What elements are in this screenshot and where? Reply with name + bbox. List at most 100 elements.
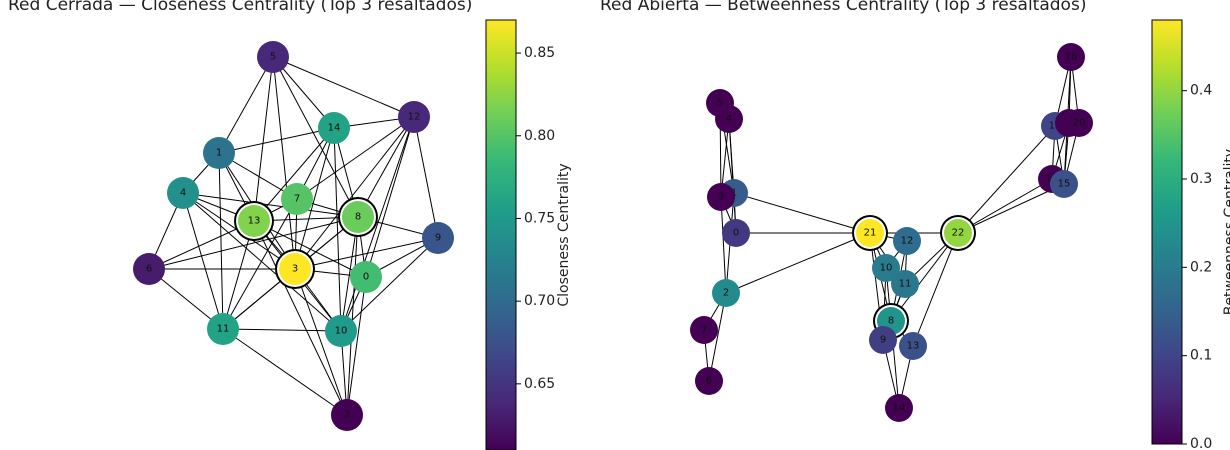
node-9: 9: [422, 222, 454, 254]
node-10-label: 10: [880, 263, 893, 274]
node-10-label: 10: [335, 326, 348, 337]
node-6: 6: [695, 367, 723, 395]
node-20-circle: [1065, 109, 1093, 137]
edge-14-3: [294, 127, 335, 270]
node-3-circle: [707, 183, 735, 211]
edge-5-1: [218, 56, 274, 154]
node-6-label: 6: [706, 376, 712, 387]
edge-1-14: [218, 127, 335, 154]
left-chart-title: Red Cerrada — Closeness Centrality (Top …: [8, 0, 472, 15]
node-21: 21: [852, 215, 888, 251]
node-0: 0: [350, 261, 382, 293]
node-9-circle: [422, 222, 454, 254]
node-4-label: 4: [180, 188, 186, 199]
edge-22-13: [912, 232, 959, 347]
node-14-label: 14: [328, 123, 341, 134]
open-network-chart: 5413027621221210118913141816192017150.00…: [690, 19, 1230, 450]
node-16-label: 16: [1049, 121, 1062, 132]
node-8-circle: [342, 201, 374, 233]
node-7: 7: [281, 183, 313, 215]
edge-0-2: [346, 276, 367, 416]
node-13: 13: [234, 201, 274, 241]
node-4-label: 4: [726, 114, 732, 125]
node-15-label: 15: [1058, 179, 1071, 190]
colorbar-tick-label: 0.70: [524, 293, 555, 309]
node-6-label: 6: [146, 264, 152, 275]
colorbar-tick-label: 0.75: [524, 210, 555, 226]
node-14-circle: [885, 394, 913, 422]
edge-3-2: [294, 268, 348, 416]
edges-group: [703, 56, 1080, 409]
node-2-circle: [331, 399, 363, 431]
edge-2-21: [725, 232, 871, 294]
node-9-label: 9: [435, 233, 441, 244]
node-15-circle: [1050, 170, 1078, 198]
node-3: 3: [275, 249, 315, 289]
edge-9-3: [294, 237, 439, 270]
node-8-label: 8: [888, 316, 894, 327]
node-0-circle: [350, 261, 382, 293]
node-2: 2: [331, 399, 363, 431]
edge-4-11: [182, 192, 224, 330]
edge-5-12: [272, 56, 415, 118]
node-7-circle: [281, 183, 313, 215]
node-11-circle: [207, 313, 239, 345]
node-14-label: 14: [893, 403, 906, 414]
node-2-label: 2: [723, 288, 729, 299]
node-9-circle: [869, 326, 897, 354]
edge-14-13: [253, 127, 335, 222]
edge-7-11: [222, 198, 298, 330]
colorbar: [485, 19, 517, 450]
edge-9-10: [340, 237, 439, 332]
node-4: 4: [167, 177, 199, 209]
node-0: 0: [722, 219, 750, 247]
edge-5-8: [272, 56, 359, 218]
node-18: 18: [1057, 43, 1085, 71]
node-6-circle: [133, 253, 165, 285]
node-7: 7: [690, 316, 718, 344]
node-12-circle: [398, 101, 430, 133]
node-3: 3: [707, 183, 735, 211]
node-6-circle: [695, 367, 723, 395]
node-21-label: 21: [864, 228, 877, 239]
node-18-label: 18: [1065, 52, 1078, 63]
node-13-circle: [238, 205, 270, 237]
node-12-label: 12: [408, 112, 421, 123]
node-3-label: 3: [718, 192, 724, 203]
node-15: 15: [1050, 170, 1078, 198]
node-3-label: 3: [292, 264, 298, 275]
node-0-label: 0: [733, 228, 739, 239]
node-0-circle: [722, 219, 750, 247]
edge-13-0: [253, 220, 367, 278]
node-22: 22: [940, 215, 976, 251]
edge-12-0: [365, 116, 415, 278]
node-12-circle: [893, 227, 921, 255]
node-8-label: 8: [355, 212, 361, 223]
node-14-circle: [318, 112, 350, 144]
node-11: 11: [891, 270, 919, 298]
node-0-label: 0: [363, 272, 369, 283]
node-4: 4: [715, 105, 743, 133]
node-5-label: 5: [717, 98, 723, 109]
colorbar-label: Betweenness Centrality: [1222, 149, 1230, 315]
node-1-label: 1: [216, 148, 222, 159]
edges-group: [148, 56, 439, 416]
edge-1-11: [218, 152, 224, 330]
node-13-label: 13: [248, 216, 261, 227]
node-14: 14: [885, 394, 913, 422]
colorbar: [1151, 19, 1183, 445]
node-9-label: 9: [880, 335, 886, 346]
node-22-label: 22: [952, 228, 965, 239]
colorbar-tick-label: 0.85: [524, 45, 555, 61]
node-9: 9: [869, 326, 897, 354]
node-21-circle: [856, 219, 884, 247]
node-5-label: 5: [270, 52, 276, 63]
node-20-label: 20: [1073, 118, 1086, 129]
colorbar-label: Closeness Centrality: [556, 163, 572, 306]
node-11-label: 11: [217, 324, 230, 335]
edge-11-10: [222, 328, 342, 332]
colorbar-tick-label: 0.80: [524, 128, 555, 144]
node-4-circle: [715, 105, 743, 133]
node-13: 13: [899, 332, 927, 360]
